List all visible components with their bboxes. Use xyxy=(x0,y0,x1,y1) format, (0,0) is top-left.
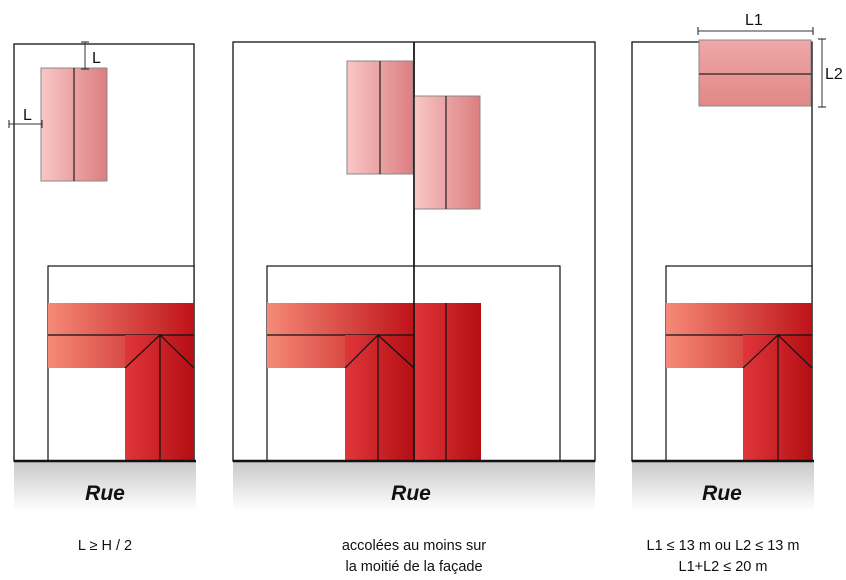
dimension-width-3: L1 xyxy=(697,12,814,35)
dimension-label-top-1: L xyxy=(92,50,101,67)
panel-1: L L Rue xyxy=(8,41,196,511)
house-wing-vertical-2 xyxy=(345,335,414,461)
caption-2-line-1: accolées au moins sur xyxy=(341,538,487,554)
caption-2-line-2: la moitié de la façade xyxy=(345,559,483,575)
street-ground-2 xyxy=(233,461,595,511)
street-ground-1 xyxy=(14,461,196,511)
caption-1-line-1: L ≥ H / 2 xyxy=(77,538,133,554)
street-label-2: Rue xyxy=(391,482,431,505)
street-ground-3 xyxy=(632,461,814,511)
street-label-3: Rue xyxy=(702,482,742,505)
caption-2: accolées au moins sur la moitié de la fa… xyxy=(300,536,528,578)
caption-1: L ≥ H / 2 xyxy=(30,536,180,557)
dimension-side-1: L xyxy=(8,107,43,128)
dimension-label-side-1: L xyxy=(23,107,32,124)
street-label-1: Rue xyxy=(85,482,125,505)
caption-3: L1 ≤ 13 m ou L2 ≤ 13 m L1+L2 ≤ 20 m xyxy=(612,536,834,578)
dimension-label-l2: L2 xyxy=(825,66,843,83)
panel-3: L1 L2 Rue xyxy=(631,12,843,511)
caption-3-line-1: L1 ≤ 13 m ou L2 ≤ 13 m xyxy=(646,538,800,554)
annex-3 xyxy=(698,39,812,107)
panel-2: Rue xyxy=(232,41,596,511)
dimension-label-l1: L1 xyxy=(745,12,763,29)
caption-3-line-2: L1+L2 ≤ 20 m xyxy=(678,559,768,575)
dimension-top-1: L xyxy=(81,41,101,70)
dimension-height-3: L2 xyxy=(818,38,843,108)
house-block-right xyxy=(414,303,481,461)
annex-2-right xyxy=(413,95,481,210)
